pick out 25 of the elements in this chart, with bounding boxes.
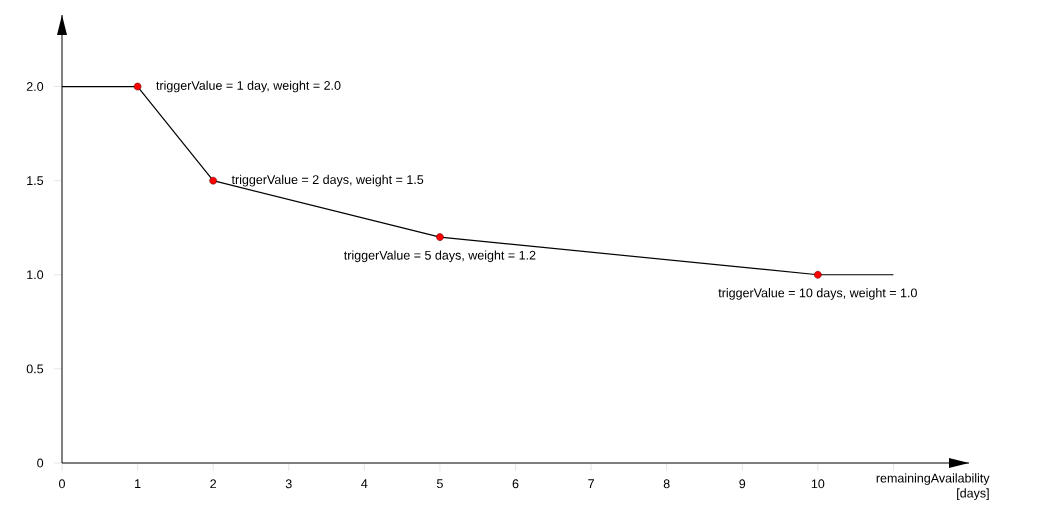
y-tick-label: 2.0 — [26, 82, 44, 91]
x-tick-label: 3 — [285, 479, 292, 489]
x-tick-label: 10 — [811, 479, 825, 489]
x-tick-label: 0 — [59, 479, 65, 489]
x-tick-label: 2 — [210, 479, 217, 489]
annotation: triggerValue = 1 day, weight = 2.0 — [156, 80, 341, 93]
x-tick-label: 6 — [512, 479, 519, 489]
x-tick-label: 1 — [135, 479, 141, 488]
point — [436, 233, 444, 241]
x-tick-label: 8 — [663, 479, 670, 489]
y-tick-label: 0.5 — [26, 364, 44, 374]
point — [209, 176, 217, 185]
x-tick-label: 5 — [436, 479, 443, 489]
x-tick-label: 4 — [361, 479, 368, 488]
x-tick-label: 9 — [739, 479, 746, 489]
annotation: triggerValue = 5 days, weight = 1.2 — [343, 250, 536, 263]
x-axis-title: remainingAvailability [days] — [876, 473, 990, 501]
y-tick-label: 1.5 — [27, 176, 44, 186]
y-tick-label: 1.0 — [27, 270, 44, 280]
annotation: triggerValue = 10 days, weight = 1.0 — [718, 288, 917, 300]
y-tick-label: 0 — [37, 458, 44, 468]
annotation: triggerValue = 2 days, weight = 1.5 — [231, 174, 424, 187]
point — [133, 82, 142, 91]
x-tick-label: 7 — [588, 479, 594, 488]
point — [814, 270, 822, 279]
